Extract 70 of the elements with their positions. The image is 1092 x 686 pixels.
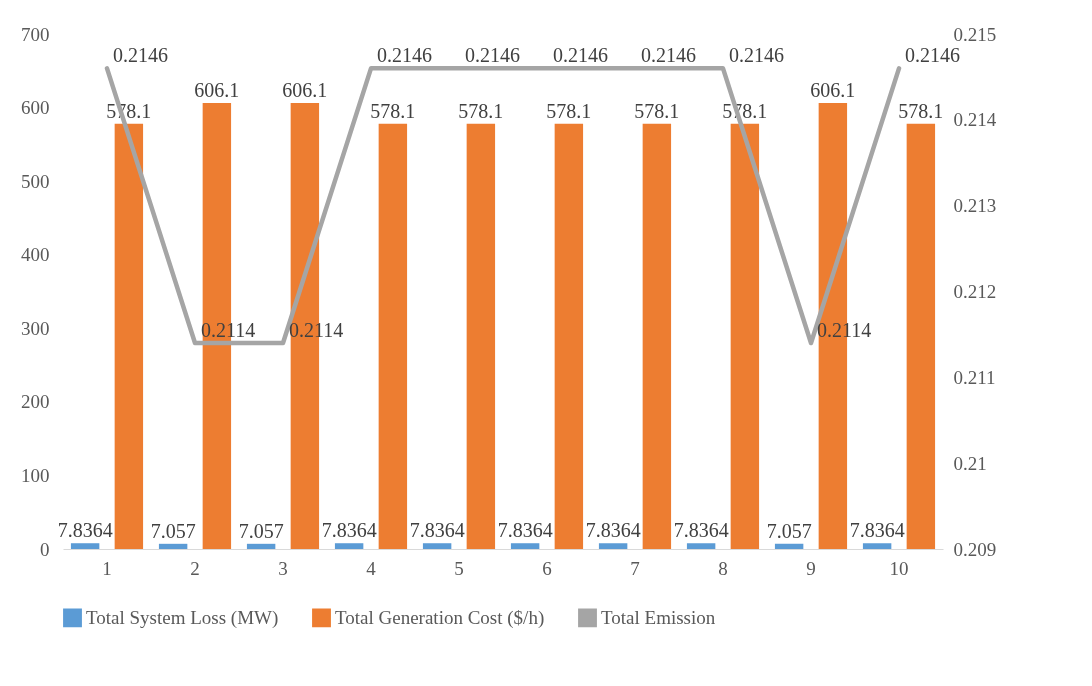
x-tick-label: 2 [190,557,200,579]
x-tick-label: 6 [542,557,552,579]
data-label: 7.8364 [585,519,641,542]
y-tick-label: 600 [21,97,50,119]
data-label: 7.8364 [673,519,729,542]
data-label: 0.2146 [113,44,168,67]
y2-tick-label: 0.21 [953,452,987,474]
bar [422,543,452,549]
data-label: 0.2146 [905,44,960,67]
bar [774,543,804,549]
y2-tick-label: 0.213 [953,195,997,217]
legend-label: Total Generation Cost ($/h) [335,606,545,629]
y-tick-label: 200 [21,391,50,413]
data-label: 606.1 [282,79,328,102]
bar [158,543,188,549]
x-tick-label: 1 [102,557,112,579]
data-label: 7.8364 [849,519,905,542]
x-tick-label: 4 [366,557,377,579]
data-label: 578.1 [634,99,680,122]
x-tick-label: 7 [630,557,640,579]
bar [906,123,936,549]
bar [378,123,408,549]
bar [554,123,584,549]
data-label: 7.057 [766,519,812,542]
data-label: 7.057 [150,519,196,542]
data-label: 0.2146 [641,44,696,67]
bar [510,543,540,549]
bar [686,543,716,549]
x-tick-label: 9 [806,557,816,579]
data-label: 606.1 [194,79,240,102]
y-tick-label: 0 [40,538,50,560]
y2-tick-label: 0.212 [953,281,997,302]
data-label: 578.1 [546,99,592,122]
x-tick-label: 5 [454,557,464,579]
x-tick-label: 3 [278,557,288,579]
y2-tick-label: 0.211 [953,366,996,388]
data-label: 0.2146 [553,44,608,67]
data-label: 7.057 [238,519,284,542]
y-tick-label: 700 [21,23,50,45]
bar [598,543,628,549]
y2-tick-label: 0.214 [953,109,997,131]
bar [862,543,892,549]
data-label: 0.2146 [465,44,520,67]
legend-label: Total Emission [601,606,716,628]
data-label: 7.8364 [409,519,465,542]
y-tick-label: 400 [21,244,50,266]
y2-tick-label: 0.209 [953,538,997,560]
data-label: 578.1 [458,99,504,122]
data-label: 578.1 [370,99,416,122]
bar [334,543,364,549]
x-tick-label: 10 [889,557,909,579]
bar [642,123,672,549]
bar [246,543,276,549]
bar [70,543,100,549]
data-label: 7.8364 [321,519,377,542]
bar [730,123,760,549]
y2-tick-label: 0.215 [953,23,997,45]
data-label: 7.8364 [57,519,113,542]
bar [114,123,144,549]
legend-label: Total System Loss (MW) [86,606,279,629]
data-label: 0.2146 [729,44,784,67]
y-tick-label: 300 [21,317,50,339]
data-label: 0.2146 [377,44,432,67]
bar [466,123,496,549]
y-tick-label: 100 [21,464,50,486]
data-label: 578.1 [898,99,944,122]
data-label: 606.1 [810,79,856,102]
y-tick-label: 500 [21,170,50,192]
data-label: 7.8364 [497,519,553,542]
x-tick-label: 8 [718,557,728,579]
